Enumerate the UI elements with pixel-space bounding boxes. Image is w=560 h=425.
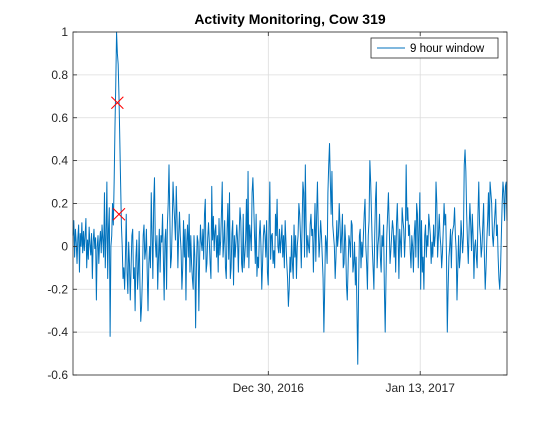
legend-box [370, 37, 499, 59]
y-tick-label: 0.6 [51, 111, 68, 125]
markers-group [111, 96, 126, 221]
y-tick-label: 0.4 [51, 154, 68, 168]
y-axis-ticks: -0.6 -0.4 -0.2 0 0.2 0.4 0.6 0.8 1 [47, 25, 507, 382]
y-tick-label: -0.6 [47, 368, 68, 382]
y-tick-label: 0 [61, 239, 68, 253]
legend: 9 hour window [370, 37, 499, 59]
anomaly-marker [111, 96, 124, 110]
y-tick-label: 0.2 [51, 197, 68, 211]
chart-title: Activity Monitoring, Cow 319 [194, 11, 386, 27]
series-group [72, 31, 508, 365]
x-axis-ticks: Dec 30, 2016 Jan 13, 2017 [233, 32, 455, 395]
y-tick-label: -0.4 [47, 325, 68, 339]
anomaly-marker-stroke [111, 96, 124, 110]
y-tick-label: 0.8 [51, 68, 68, 82]
y-tick-label: -0.2 [47, 282, 68, 296]
anomaly-marker [112, 207, 126, 221]
x-tick-label: Dec 30, 2016 [233, 381, 305, 395]
legend-label: 9 hour window [410, 43, 485, 55]
x-tick-label: Jan 13, 2017 [385, 381, 455, 395]
anomaly-marker-stroke [112, 207, 126, 221]
series-line-9-hour-window [72, 31, 508, 365]
y-tick-label: 1 [61, 25, 68, 39]
